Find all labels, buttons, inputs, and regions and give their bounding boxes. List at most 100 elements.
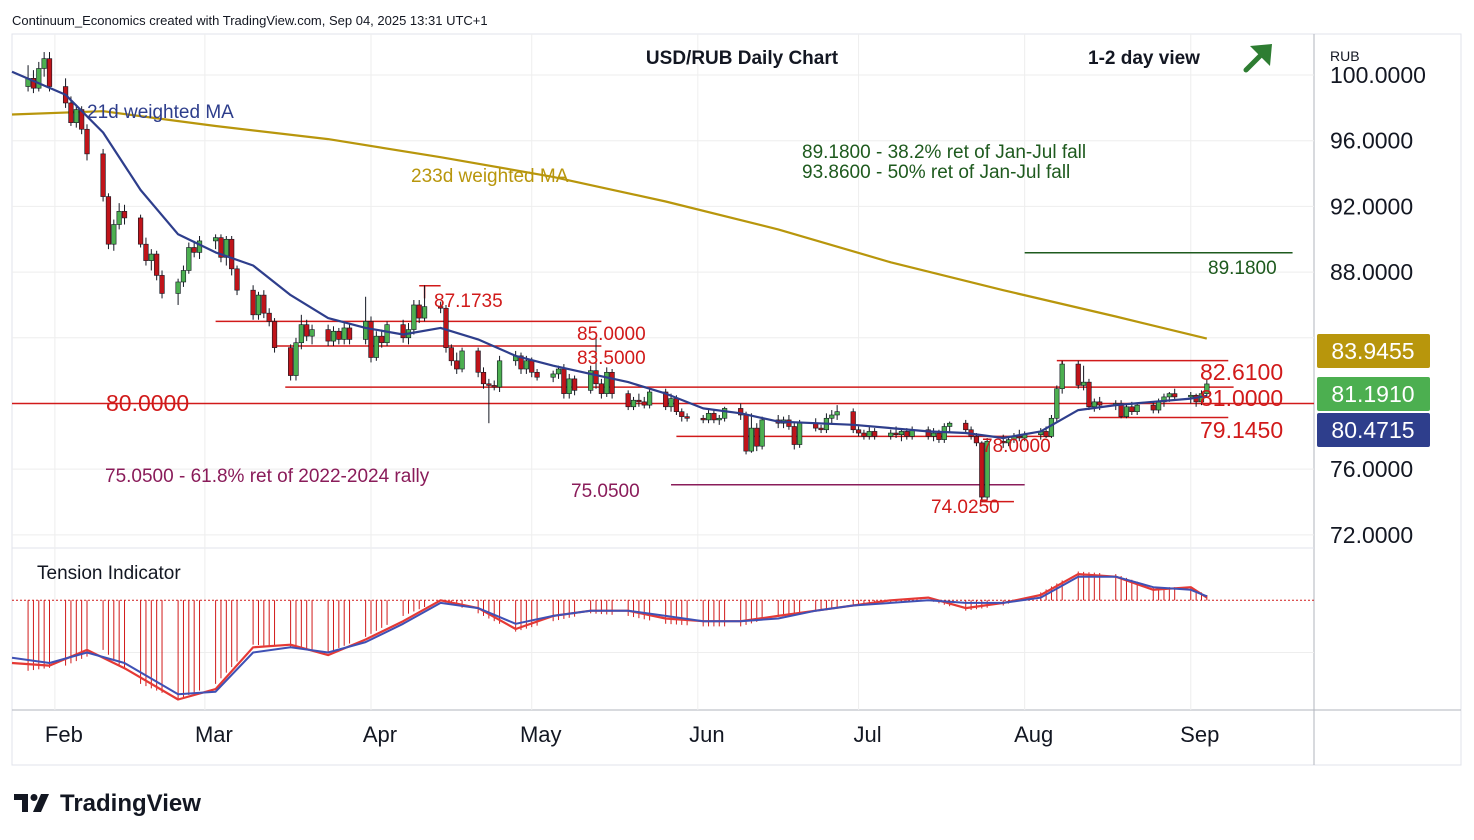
candle-2025-08-25 — [1150, 401, 1156, 414]
badge-last-value: 81.1910 — [1331, 381, 1414, 407]
candle-body — [111, 224, 117, 245]
candle-body — [663, 391, 669, 408]
candle-2025-07-21 — [963, 419, 969, 434]
ma21-line — [11, 70, 1207, 440]
candle-body — [159, 275, 165, 294]
candle-2025-07-25 — [984, 437, 990, 501]
candle-2025-01-29 — [36, 61, 42, 92]
candle-body — [411, 304, 417, 330]
candle-2025-02-14 — [121, 204, 128, 225]
candle-body — [266, 312, 272, 322]
candle-body — [738, 408, 744, 416]
candle-2025-06-03 — [705, 410, 712, 424]
candle-body — [1059, 363, 1065, 390]
candle-body — [486, 383, 492, 386]
candle-2025-08-20 — [1123, 403, 1130, 419]
candle-2025-07-18 — [947, 421, 953, 432]
candle-body — [336, 330, 342, 340]
candle-body — [743, 414, 749, 452]
candle-2025-05-13 — [593, 336, 599, 389]
candle-2025-03-27 — [341, 323, 347, 345]
candle-2025-04-10 — [416, 300, 422, 324]
candle-2025-06-19 — [791, 421, 797, 450]
candle-body — [84, 128, 90, 155]
price-tick-4: 76.0000 — [1330, 456, 1413, 482]
candle-body — [550, 373, 556, 378]
candle-2025-07-01 — [855, 426, 862, 437]
candle-body — [1123, 406, 1130, 417]
candle-2025-03-24 — [325, 324, 331, 347]
candle-2025-03-26 — [336, 327, 342, 345]
candle-body — [116, 211, 122, 225]
candle-2025-03-12 — [261, 290, 267, 319]
arrow-up-right-icon — [1243, 44, 1272, 73]
candle-body — [593, 370, 599, 385]
fib-note-618: 75.0500 - 61.8% ret of 2022-2024 rally — [105, 466, 430, 487]
month-label-7: Sep — [1180, 722, 1219, 747]
candle-body — [218, 237, 224, 258]
level-label-78: 78.0000 — [982, 436, 1051, 457]
candle-body — [1129, 406, 1135, 412]
candle-2025-07-03 — [866, 426, 872, 440]
candle-body — [30, 78, 37, 89]
candle-body — [330, 330, 337, 342]
candle-body — [850, 411, 856, 431]
candle-2025-05-05 — [550, 370, 556, 383]
fib-note-382: 89.1800 - 38.2% ret of Jan-Jul fall — [802, 142, 1086, 163]
candle-body — [797, 422, 803, 445]
candle-body — [588, 370, 594, 391]
candle-body — [904, 431, 910, 437]
price-tick-3: 88.0000 — [1330, 259, 1413, 285]
candle-2025-03-19 — [298, 314, 304, 350]
candle-2025-02-26 — [186, 242, 192, 274]
level-label-85: 85.0000 — [577, 324, 646, 345]
candle-2025-06-05 — [716, 414, 722, 425]
candle-body — [491, 385, 497, 388]
candle-body — [1156, 401, 1162, 411]
candle-2025-04-14 — [438, 301, 444, 314]
candle-body — [421, 306, 428, 319]
candle-body — [175, 281, 181, 294]
candle-2025-04-04 — [384, 321, 390, 347]
candle-body — [271, 321, 278, 348]
candle-2025-03-18 — [293, 337, 299, 381]
candle-2025-04-29 — [518, 352, 524, 374]
price-tick-2: 92.0000 — [1330, 193, 1413, 219]
candle-2025-07-15 — [930, 428, 937, 442]
candle-body — [872, 431, 878, 437]
candle-2025-04-18 — [459, 347, 465, 373]
candle-body — [1188, 394, 1194, 398]
candle-body — [947, 422, 953, 427]
candle-2025-04-21 — [475, 347, 481, 378]
candle-body — [1150, 404, 1156, 411]
candle-2025-08-19 — [1118, 400, 1124, 419]
month-label-3: May — [520, 722, 562, 747]
month-label-2: Apr — [363, 722, 397, 747]
candle-2025-05-08 — [566, 373, 572, 399]
fib-note-50: 93.8600 - 50% ret of Jan-Jul fall — [802, 162, 1070, 183]
candle-body — [255, 294, 262, 316]
month-label-6: Aug — [1014, 722, 1053, 747]
candle-2025-04-22 — [480, 367, 487, 389]
candle-2025-02-05 — [73, 104, 79, 128]
candle-2025-06-24 — [818, 424, 824, 434]
candle-body — [191, 247, 197, 253]
candle-body — [834, 411, 840, 416]
candle-body — [180, 270, 187, 283]
candle-body — [759, 419, 765, 447]
time-axis: Feb Mar Apr May Jun Jul Aug Sep — [45, 722, 1219, 747]
candle-2025-07-09 — [898, 428, 905, 442]
candle-2025-03-03 — [213, 234, 219, 250]
candle-body — [684, 416, 690, 419]
candle-2025-04-16 — [448, 344, 454, 366]
badge-last-price: 81.1910 — [1317, 377, 1430, 411]
candle-body — [829, 414, 835, 419]
candle-body — [261, 294, 267, 314]
candle-body — [1204, 383, 1210, 394]
candle-body — [893, 432, 899, 435]
candle-body — [304, 324, 310, 337]
candle-2025-06-11 — [748, 413, 755, 453]
level-label-81: 81.0000 — [1200, 385, 1283, 411]
candle-body — [1086, 381, 1092, 408]
candle-2025-08-13 — [1086, 378, 1092, 411]
